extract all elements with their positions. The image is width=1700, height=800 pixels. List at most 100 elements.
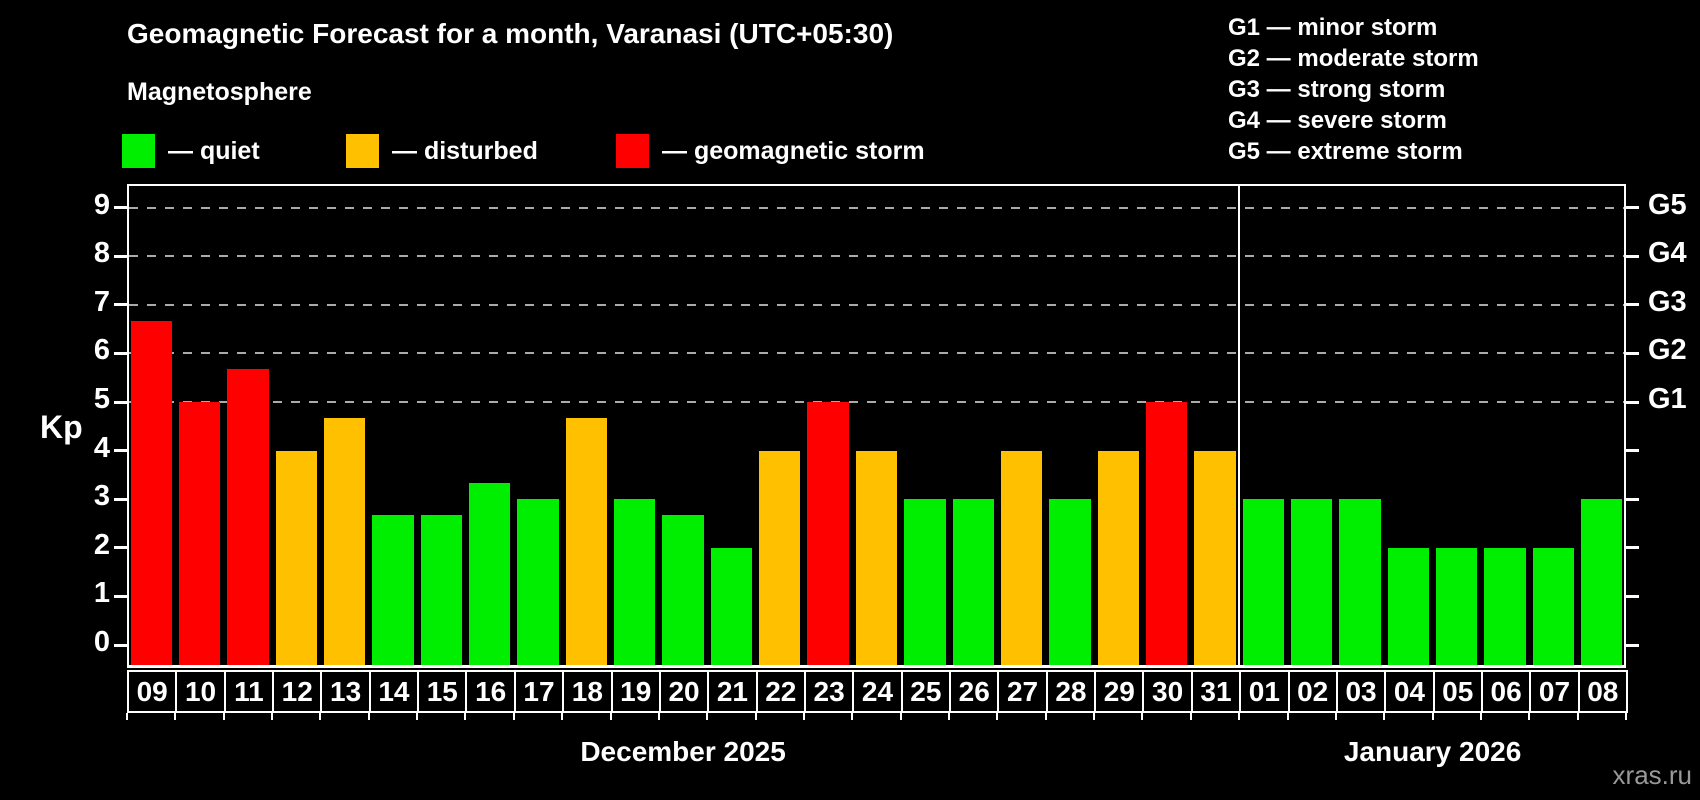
- day-boundary-tick: [512, 713, 515, 720]
- kp-bar: [662, 515, 704, 665]
- g-level-label: G1: [1648, 383, 1687, 415]
- day-boundary-tick: [1286, 713, 1289, 720]
- day-boundary-tick: [754, 713, 757, 720]
- g3-legend-line: G3 — strong storm: [1228, 76, 1446, 103]
- g1-legend-line: G1 — minor storm: [1228, 14, 1438, 41]
- g5-legend-line: G5 — extreme storm: [1228, 138, 1463, 165]
- kp-bar: [517, 499, 559, 665]
- g-level-label: G4: [1648, 237, 1687, 270]
- day-boundary-tick: [609, 713, 612, 720]
- y-axis-tick: [1626, 449, 1639, 453]
- day-label-cell: 22: [755, 670, 806, 713]
- day-boundary-tick: [1383, 713, 1386, 720]
- kp-bar: [372, 515, 414, 665]
- month-divider: [1238, 184, 1241, 668]
- day-label-cell: 11: [223, 670, 275, 713]
- y-axis-tick: [1626, 594, 1639, 598]
- day-label-cell: 02: [1287, 670, 1338, 713]
- day-label-cell: 07: [1529, 670, 1580, 713]
- y-axis-tick: [114, 206, 127, 210]
- day-boundary-tick: [126, 713, 128, 720]
- kp-bar: [227, 369, 269, 665]
- day-label-cell: 29: [1094, 670, 1145, 713]
- kp-bar: [855, 450, 898, 665]
- quiet-color-swatch: [122, 134, 155, 168]
- kp-bar: [1436, 547, 1478, 665]
- y-axis-tick: [114, 594, 127, 598]
- day-boundary-tick: [416, 713, 419, 720]
- y-tick-label: 3: [93, 480, 110, 513]
- day-boundary-tick: [996, 713, 999, 720]
- kp-bar: [807, 402, 849, 665]
- day-boundary-tick: [1141, 713, 1144, 720]
- day-boundary-tick: [319, 713, 322, 720]
- y-axis-tick: [114, 546, 127, 550]
- day-label-cell: 27: [997, 670, 1048, 713]
- y-axis-tick: [1626, 206, 1639, 210]
- legend-storm-label: — geomagnetic storm: [662, 136, 925, 165]
- plot-area: [127, 184, 1626, 668]
- storm-color-swatch: [616, 134, 649, 168]
- y-tick-label: 8: [93, 237, 110, 270]
- kp-bar: [1242, 499, 1284, 665]
- kp-bar: [1532, 547, 1575, 665]
- day-label-cell: 03: [1335, 670, 1387, 713]
- y-axis-tick: [114, 303, 127, 307]
- day-label-cell: 10: [175, 670, 226, 713]
- day-label-cell: 16: [465, 670, 516, 713]
- y-axis-tick: [114, 497, 127, 501]
- kp-bar: [710, 547, 753, 665]
- y-axis-tick: [1626, 643, 1639, 647]
- y-axis-tick: [1626, 546, 1639, 550]
- kp-bar: [130, 320, 172, 665]
- day-label-cell: 15: [417, 670, 468, 713]
- y-tick-label: 0: [93, 626, 110, 658]
- day-boundary-tick: [1334, 713, 1337, 720]
- kp-bar: [1097, 450, 1139, 665]
- kp-bar: [1339, 499, 1381, 665]
- day-boundary-tick: [1479, 713, 1482, 720]
- grid-line: [129, 303, 1624, 306]
- legend-item-storm: — geomagnetic storm: [616, 134, 925, 168]
- day-label-cell: 06: [1480, 670, 1532, 713]
- chart-subtitle: Magnetosphere: [127, 78, 312, 106]
- day-label-cell: 08: [1577, 670, 1628, 713]
- day-boundary-tick: [222, 713, 225, 720]
- g-level-label: G2: [1648, 334, 1687, 367]
- day-boundary-tick: [948, 713, 951, 720]
- day-boundary-tick: [657, 713, 660, 720]
- kp-bar: [1387, 547, 1430, 665]
- g2-legend-line: G2 — moderate storm: [1228, 45, 1479, 72]
- day-boundary-tick: [1189, 713, 1192, 720]
- y-tick-label: 5: [93, 383, 110, 415]
- kp-bar: [468, 483, 511, 665]
- kp-bar: [1484, 547, 1526, 665]
- legend-disturbed-label: — disturbed: [392, 136, 538, 165]
- day-boundary-tick: [1044, 713, 1047, 720]
- kp-bar: [1145, 402, 1188, 665]
- grid-line: [129, 255, 1624, 258]
- day-boundary-tick: [1625, 713, 1627, 720]
- watermark: xras.ru: [1612, 760, 1692, 790]
- day-boundary-tick: [271, 713, 274, 720]
- y-axis-tick: [1626, 351, 1639, 355]
- day-boundary-tick: [1431, 713, 1434, 720]
- disturbed-color-swatch: [346, 134, 379, 168]
- legend-item-quiet: — quiet: [122, 134, 260, 168]
- y-axis-tick: [114, 351, 127, 355]
- day-boundary-tick: [174, 713, 177, 720]
- y-tick-label: 4: [93, 431, 110, 464]
- kp-bar: [1581, 499, 1623, 665]
- day-label-cell: 23: [803, 670, 855, 713]
- grid-line: [129, 206, 1624, 209]
- day-label-cell: 30: [1142, 670, 1193, 713]
- month-label-january: January 2026: [1343, 736, 1522, 767]
- g-level-label: G3: [1648, 285, 1687, 318]
- y-axis-tick: [114, 254, 127, 258]
- kp-bar: [952, 499, 994, 665]
- day-label-cell: 18: [562, 670, 613, 713]
- y-axis-tick: [1626, 497, 1639, 501]
- day-label-cell: 14: [368, 670, 420, 713]
- y-tick-label: 1: [93, 577, 110, 610]
